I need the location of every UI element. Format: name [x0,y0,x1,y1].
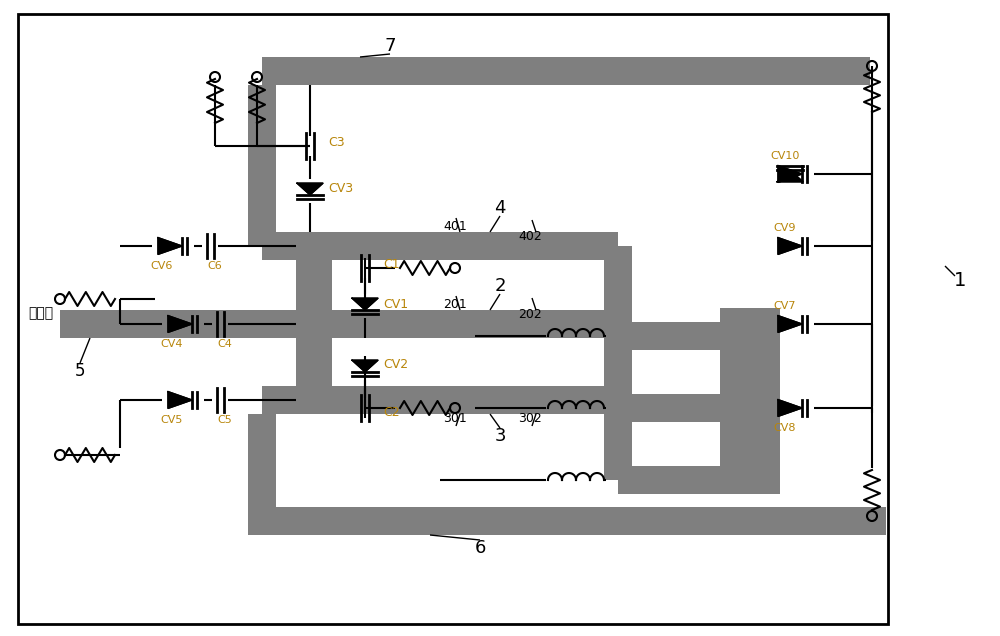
Text: C1: C1 [383,258,400,270]
Text: CV4: CV4 [161,339,183,349]
Bar [604,400,632,480]
Text: 5: 5 [75,362,85,380]
Text: C5: C5 [218,415,232,425]
Polygon shape [168,315,192,333]
Text: 6: 6 [474,539,486,557]
Bar [332,310,618,338]
Text: CV9: CV9 [774,223,796,233]
Bar [60,310,332,338]
Text: CV1: CV1 [383,298,408,310]
Bar [248,414,276,521]
Polygon shape [158,238,182,254]
Text: C4: C4 [218,339,232,349]
Text: C6: C6 [208,261,222,271]
Text: 端口一: 端口一 [28,306,53,320]
Text: 3: 3 [494,427,506,445]
Polygon shape [778,399,802,417]
Bar [604,246,632,336]
Polygon shape [352,298,378,310]
Bar [262,232,618,260]
Bar [248,507,886,535]
Text: CV5: CV5 [161,415,183,425]
Text: 201: 201 [443,298,467,310]
Polygon shape [778,315,802,333]
Bar [720,308,780,494]
Text: CV2: CV2 [383,357,408,371]
Text: CV8: CV8 [774,423,796,433]
Text: 302: 302 [518,411,542,424]
Text: 401: 401 [443,219,467,233]
Text: 202: 202 [518,307,542,321]
Bar [18,14,888,624]
Text: 301: 301 [443,411,467,424]
Bar [296,246,332,414]
Polygon shape [778,165,802,183]
Polygon shape [778,238,802,254]
Text: 7: 7 [384,37,396,55]
Text: CV3: CV3 [328,183,353,195]
Text: 2: 2 [494,277,506,295]
Text: 1: 1 [954,272,966,291]
Polygon shape [352,360,378,372]
Text: CV6: CV6 [151,261,173,271]
Text: C3: C3 [328,135,345,148]
Text: CV10: CV10 [770,151,800,161]
Bar [618,322,748,350]
Text: 4: 4 [494,199,506,217]
Bar [248,85,276,246]
Text: 402: 402 [518,230,542,242]
Polygon shape [777,170,803,182]
Text: CV7: CV7 [774,301,796,311]
Bar [618,466,748,494]
Text: C2: C2 [383,406,400,418]
Bar [262,386,618,414]
Bar [262,57,870,85]
Bar [604,324,632,408]
Polygon shape [168,392,192,408]
Bar [618,394,748,422]
Polygon shape [297,183,323,195]
